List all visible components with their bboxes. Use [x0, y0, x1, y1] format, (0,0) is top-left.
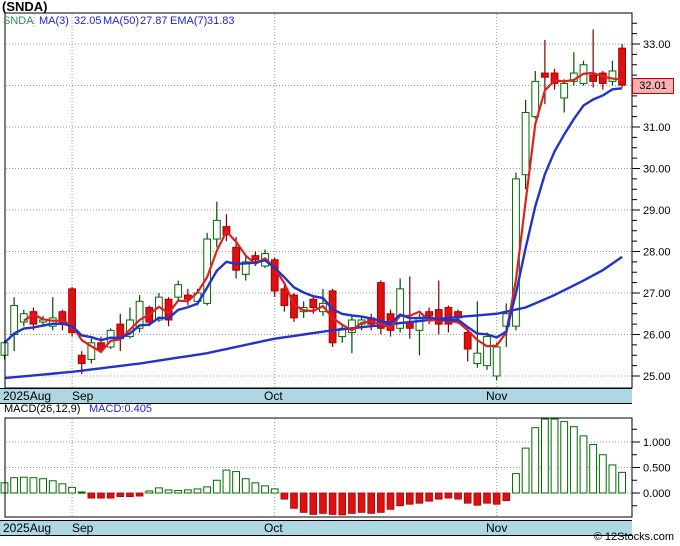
legend-symbol: SNDA — [3, 15, 34, 27]
svg-text:0.500: 0.500 — [643, 463, 671, 475]
legend-ema7-value: 31.83 — [207, 15, 235, 27]
svg-text:25.00: 25.00 — [643, 371, 671, 383]
macd-params-label: MACD(26,12,9) — [4, 403, 81, 415]
svg-text:31.00: 31.00 — [643, 122, 671, 134]
month-label-nov: Nov — [486, 521, 508, 535]
month-label-aug: 2025Aug — [3, 521, 52, 535]
page-title: (SNDA) — [2, 0, 48, 14]
month-label-oct: Oct — [264, 521, 283, 535]
x-axis-band-top: 2025Aug Sep Oct Nov — [0, 388, 632, 404]
macd-header: MACD(26,12,9) MACD:0.405 — [0, 403, 632, 417]
x-axis-band-bottom: 2025Aug Sep Oct Nov — [0, 520, 632, 536]
svg-text:29.00: 29.00 — [643, 205, 671, 217]
macd-current-value: MACD:0.405 — [89, 403, 152, 415]
chart-legend: SNDA MA(3) 32.05 MA(50) 27.87 EMA(7) 31.… — [0, 15, 632, 27]
svg-text:33.00: 33.00 — [643, 39, 671, 51]
macd-bars-group — [0, 418, 627, 516]
month-label-aug: 2025Aug — [3, 389, 52, 403]
svg-text:0.000: 0.000 — [643, 488, 671, 500]
macd-y-axis: 0.000 0.500 1.000 — [632, 428, 671, 507]
legend-ma3-value: 32.05 — [74, 15, 102, 27]
month-label-nov: Nov — [486, 389, 508, 403]
ema7-line — [3, 87, 623, 344]
month-label-sep: Sep — [72, 389, 94, 403]
svg-text:1.000: 1.000 — [643, 437, 671, 449]
legend-ma3-label: MA(3) — [39, 15, 69, 27]
month-label-sep: Sep — [72, 521, 94, 535]
gridlines — [6, 14, 632, 516]
copyright: © 12Stocks.com — [593, 531, 674, 543]
svg-text:26.00: 26.00 — [643, 330, 671, 342]
ma50-line — [4, 255, 623, 380]
legend-ema7-label: EMA(7) — [170, 15, 208, 27]
ma-lines — [3, 71, 623, 380]
svg-text:30.00: 30.00 — [643, 164, 671, 176]
svg-text:28.00: 28.00 — [643, 247, 671, 259]
legend-ma50-value: 27.87 — [140, 15, 168, 27]
last-price-label: 32.01 — [632, 78, 674, 94]
legend-ma50-label: MA(50) — [103, 15, 140, 27]
y-axis: 25.0026.0027.0028.0029.0030.0031.0032.00… — [632, 22, 671, 383]
candles-group — [0, 29, 627, 381]
svg-text:27.00: 27.00 — [643, 288, 671, 300]
month-label-oct: Oct — [264, 389, 283, 403]
